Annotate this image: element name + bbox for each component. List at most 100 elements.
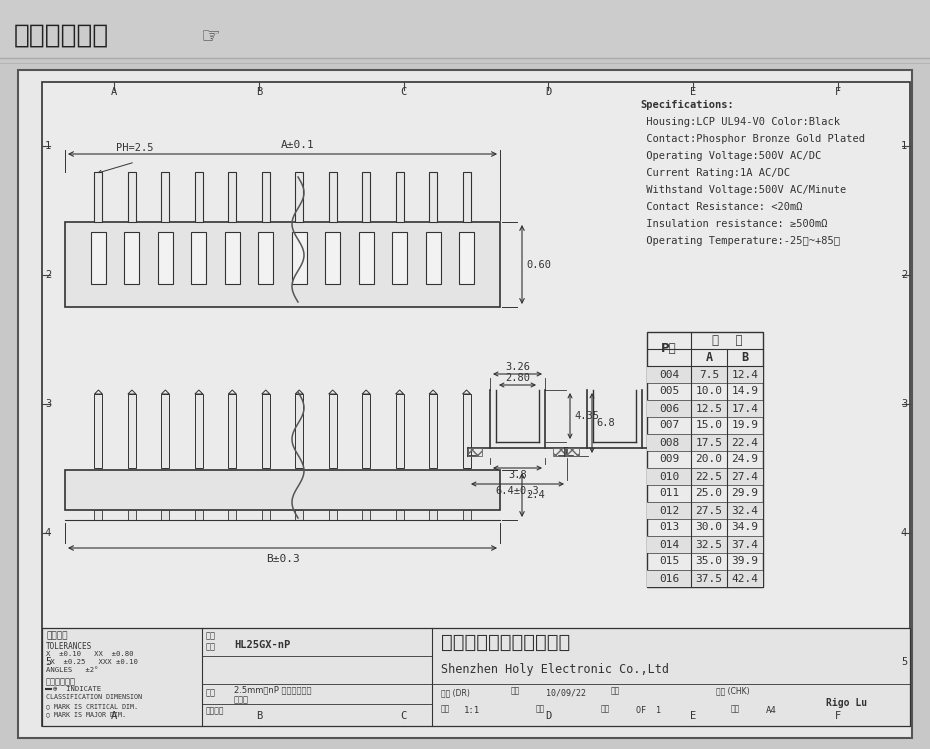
- Bar: [292, 232, 307, 284]
- Text: 12.4: 12.4: [732, 369, 759, 380]
- Text: 27.5: 27.5: [696, 506, 723, 515]
- Text: X  ±0.10   XX  ±0.80: X ±0.10 XX ±0.80: [46, 651, 134, 657]
- Text: 17.4: 17.4: [732, 404, 759, 413]
- Text: 品名: 品名: [206, 688, 216, 697]
- Bar: [362, 394, 370, 468]
- Text: 5: 5: [45, 657, 51, 667]
- Text: E: E: [690, 87, 697, 97]
- Bar: [647, 332, 763, 587]
- Polygon shape: [462, 390, 471, 394]
- Bar: [395, 394, 404, 468]
- Bar: [128, 510, 136, 520]
- Text: Withstand Voltage:500V AC/Minute: Withstand Voltage:500V AC/Minute: [640, 185, 846, 195]
- Bar: [195, 394, 203, 468]
- Text: 32.4: 32.4: [732, 506, 759, 515]
- Text: 表面处理: 表面处理: [206, 706, 224, 715]
- Bar: [553, 448, 567, 456]
- Text: B: B: [741, 351, 749, 364]
- Text: PH=2.5: PH=2.5: [116, 143, 153, 153]
- Text: 3.26: 3.26: [505, 362, 530, 372]
- Text: 10/09/22: 10/09/22: [546, 688, 586, 697]
- Bar: [565, 448, 579, 456]
- Text: A: A: [112, 711, 117, 721]
- Text: B: B: [256, 711, 262, 721]
- Text: ☞: ☞: [200, 27, 220, 47]
- Text: B: B: [256, 87, 262, 97]
- Polygon shape: [328, 390, 337, 394]
- Bar: [128, 394, 136, 468]
- Polygon shape: [395, 390, 404, 394]
- Bar: [228, 510, 236, 520]
- Bar: [462, 510, 471, 520]
- Text: 012: 012: [658, 506, 679, 515]
- Text: 4: 4: [901, 528, 907, 538]
- Text: F: F: [834, 711, 841, 721]
- Bar: [18, 70, 912, 738]
- Bar: [459, 232, 474, 284]
- Text: CLASSIFICATION DIMENSION: CLASSIFICATION DIMENSION: [46, 694, 142, 700]
- Bar: [395, 510, 404, 520]
- Text: 数量: 数量: [601, 704, 610, 713]
- Text: 制图 (DR): 制图 (DR): [441, 688, 470, 697]
- Text: 29.9: 29.9: [732, 488, 759, 499]
- Text: 006: 006: [658, 404, 679, 413]
- Bar: [362, 172, 370, 222]
- Bar: [128, 172, 136, 222]
- Bar: [328, 394, 337, 468]
- Bar: [158, 232, 173, 284]
- Text: 制图: 制图: [511, 686, 520, 695]
- Text: 3.8: 3.8: [508, 470, 527, 480]
- Text: 尺    寸: 尺 寸: [711, 334, 742, 347]
- Text: 7.5: 7.5: [698, 369, 719, 380]
- Text: 6.4±0.3: 6.4±0.3: [496, 486, 539, 496]
- Bar: [295, 510, 303, 520]
- Bar: [429, 510, 437, 520]
- Text: A±0.1: A±0.1: [281, 140, 314, 150]
- Bar: [195, 510, 203, 520]
- Text: 007: 007: [658, 420, 679, 431]
- Text: 3: 3: [45, 399, 51, 409]
- Bar: [125, 232, 140, 284]
- Text: 37.4: 37.4: [732, 539, 759, 550]
- Bar: [162, 510, 169, 520]
- Text: 005: 005: [658, 386, 679, 396]
- Bar: [462, 172, 471, 222]
- Bar: [42, 82, 910, 726]
- Text: 42.4: 42.4: [732, 574, 759, 583]
- Bar: [259, 232, 273, 284]
- Text: 6.8: 6.8: [596, 418, 615, 428]
- Bar: [328, 510, 337, 520]
- Bar: [295, 394, 303, 468]
- Text: 24.9: 24.9: [732, 455, 759, 464]
- Text: 015: 015: [658, 557, 679, 566]
- Text: 2.5mm－nP 镀金公座（小: 2.5mm－nP 镀金公座（小: [234, 685, 312, 694]
- Bar: [228, 172, 236, 222]
- Bar: [42, 628, 910, 726]
- Text: Contact Resistance: <20mΩ: Contact Resistance: <20mΩ: [640, 202, 803, 212]
- Polygon shape: [195, 390, 203, 394]
- Text: 一般公差: 一般公差: [46, 631, 68, 640]
- Text: 单位: 单位: [536, 704, 545, 713]
- Bar: [647, 400, 763, 417]
- Text: C: C: [401, 711, 406, 721]
- Bar: [162, 394, 169, 468]
- Text: 25.0: 25.0: [696, 488, 723, 499]
- Bar: [462, 394, 471, 468]
- Text: 1: 1: [45, 142, 51, 151]
- Bar: [647, 536, 763, 553]
- Text: Operating Voltage:500V AC/DC: Operating Voltage:500V AC/DC: [640, 151, 821, 161]
- Text: A: A: [112, 87, 117, 97]
- Text: 004: 004: [658, 369, 679, 380]
- Text: 14.9: 14.9: [732, 386, 759, 396]
- Polygon shape: [429, 390, 437, 394]
- Polygon shape: [261, 390, 270, 394]
- Text: 图号: 图号: [206, 642, 216, 651]
- Bar: [65, 470, 500, 510]
- Text: 17.5: 17.5: [696, 437, 723, 447]
- Polygon shape: [95, 390, 102, 394]
- Text: 在线图纸下载: 在线图纸下载: [14, 23, 109, 49]
- Text: 010: 010: [658, 472, 679, 482]
- Bar: [429, 394, 437, 468]
- Text: D: D: [545, 711, 551, 721]
- Bar: [228, 394, 236, 468]
